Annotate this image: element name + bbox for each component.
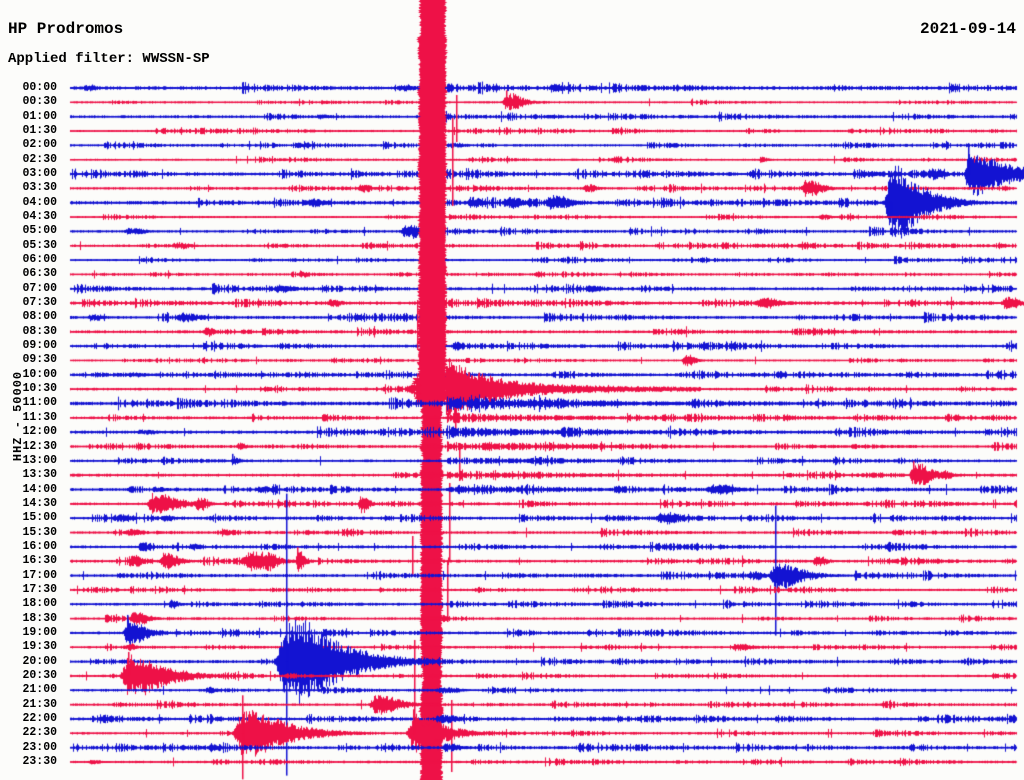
time-label: 14:00 bbox=[22, 482, 57, 496]
time-label: 13:00 bbox=[22, 453, 57, 467]
time-label: 12:30 bbox=[22, 439, 57, 453]
station-title: HP Prodromos bbox=[8, 20, 124, 38]
time-label: 16:00 bbox=[22, 539, 57, 553]
time-label: 21:30 bbox=[22, 697, 57, 711]
time-label: 08:30 bbox=[22, 324, 57, 338]
time-label: 08:00 bbox=[22, 310, 57, 324]
time-label: 00:30 bbox=[22, 95, 57, 109]
time-label: 05:00 bbox=[22, 224, 57, 238]
time-label: 07:00 bbox=[22, 281, 57, 295]
time-label: 15:30 bbox=[22, 525, 57, 539]
time-label: 22:00 bbox=[22, 711, 57, 725]
time-label: 02:00 bbox=[22, 138, 57, 152]
time-label: 15:00 bbox=[22, 511, 57, 525]
time-label: 03:30 bbox=[22, 181, 57, 195]
time-label: 00:00 bbox=[22, 81, 57, 94]
time-label: 21:00 bbox=[22, 683, 57, 697]
time-label: 17:00 bbox=[22, 568, 57, 582]
time-label: 01:30 bbox=[22, 124, 57, 138]
time-label: 20:00 bbox=[22, 654, 57, 668]
time-label: 07:30 bbox=[22, 296, 57, 310]
time-label: 02:30 bbox=[22, 152, 57, 166]
time-label: 01:00 bbox=[22, 109, 57, 123]
time-label: 03:00 bbox=[22, 167, 57, 181]
time-label: 22:30 bbox=[22, 726, 57, 740]
time-label: 19:00 bbox=[22, 625, 57, 639]
time-label: 23:30 bbox=[22, 754, 57, 768]
time-label: 06:30 bbox=[22, 267, 57, 281]
time-label: 14:30 bbox=[22, 496, 57, 510]
time-label: 04:30 bbox=[22, 210, 57, 224]
date-label: 2021-09-14 bbox=[919, 20, 1016, 38]
time-label: 10:00 bbox=[22, 367, 57, 381]
time-label: 10:30 bbox=[22, 382, 57, 396]
time-label: 16:30 bbox=[22, 554, 57, 568]
time-label: 12:00 bbox=[22, 425, 57, 439]
time-label: 04:00 bbox=[22, 195, 57, 209]
time-label: 17:30 bbox=[22, 582, 57, 596]
time-label: 11:30 bbox=[22, 410, 57, 424]
time-label: 19:30 bbox=[22, 640, 57, 654]
time-label: 11:00 bbox=[22, 396, 57, 410]
filter-label: Applied filter: WWSSN-SP bbox=[8, 51, 210, 67]
time-label: 06:00 bbox=[22, 253, 57, 267]
time-label: 23:00 bbox=[22, 740, 57, 754]
time-label: 13:30 bbox=[22, 468, 57, 482]
time-label-column: 00:00 00:30 01:00 01:30 02:00 02:30 03:00 03:30… bbox=[0, 0, 57, 780]
time-label: 09:00 bbox=[22, 339, 57, 353]
time-label: 05:30 bbox=[22, 238, 57, 252]
time-label: 18:30 bbox=[22, 611, 57, 625]
time-label: 18:00 bbox=[22, 597, 57, 611]
time-label: 09:30 bbox=[22, 353, 57, 367]
time-label: 20:30 bbox=[22, 668, 57, 682]
